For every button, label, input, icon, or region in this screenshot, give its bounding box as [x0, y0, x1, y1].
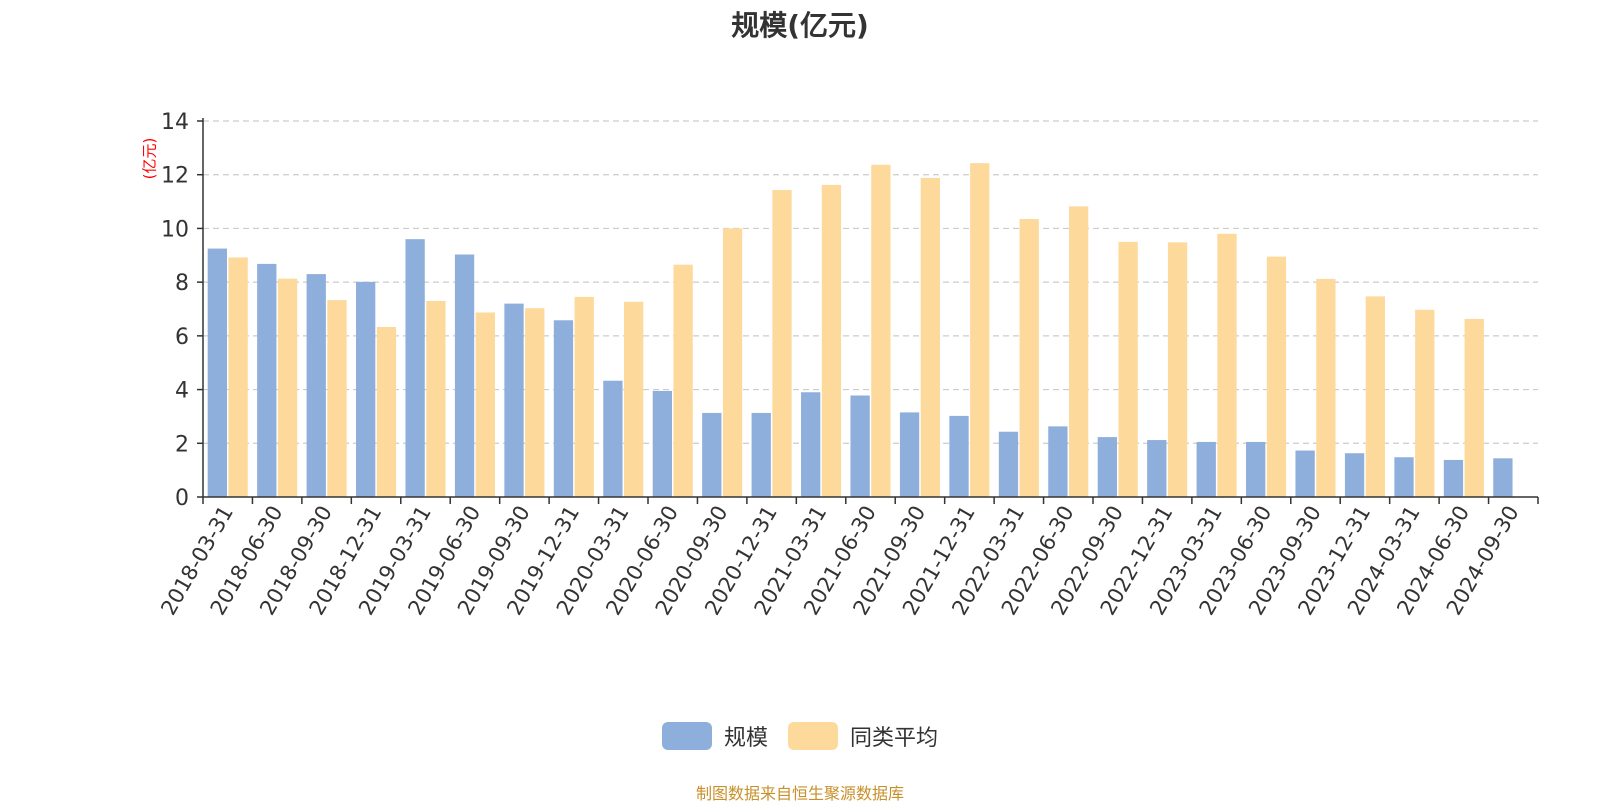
y-tick-label: 8	[175, 271, 189, 296]
bar-peer-avg	[1217, 233, 1237, 498]
legend-swatch-peer-avg	[788, 722, 838, 750]
bar-scale	[454, 254, 475, 497]
legend: 规模 同类平均	[0, 720, 1600, 752]
bar-peer-avg	[475, 312, 495, 497]
bar-peer-avg	[871, 164, 891, 497]
bar-scale	[405, 239, 425, 497]
bar-peer-avg	[1167, 242, 1188, 497]
bar-peer-avg	[1464, 318, 1484, 497]
y-tick-label: 12	[161, 164, 189, 189]
bar-scale	[1147, 440, 1167, 497]
legend-swatch-scale	[661, 722, 712, 750]
chart-title: 规模(亿元)	[731, 9, 869, 42]
y-tick-label: 6	[175, 325, 189, 350]
bar-scale	[899, 412, 920, 497]
bar-peer-avg	[920, 177, 940, 498]
legend-label-peer-avg: 同类平均	[850, 726, 939, 751]
bar-peer-avg	[624, 301, 644, 497]
bar-peer-avg	[426, 300, 446, 497]
legend-item-scale[interactable]: 规模	[661, 720, 768, 752]
bar-peer-avg	[1069, 206, 1089, 498]
legend-label-scale: 规模	[723, 726, 768, 751]
bar-scale	[801, 392, 821, 497]
bar-scale	[1048, 426, 1068, 497]
bar-scale	[306, 274, 326, 497]
bar-scale	[603, 380, 623, 497]
bar-peer-avg	[821, 184, 842, 498]
source-note: 制图数据来自恒生聚源数据库	[695, 784, 904, 803]
bar-scale	[702, 412, 722, 497]
bar-scale	[1394, 457, 1414, 497]
bar-scale	[1196, 441, 1216, 497]
bar-chart: 024681012142018-03-312018-06-302018-09-3…	[156, 110, 1539, 619]
y-tick-label: 2	[175, 432, 189, 457]
bar-peer-avg	[574, 296, 594, 497]
bar-scale	[257, 263, 277, 497]
bar-scale	[1097, 437, 1117, 497]
bar-peer-avg	[1316, 278, 1336, 497]
bar-scale	[356, 281, 376, 497]
bar-peer-avg	[772, 190, 792, 497]
bar-scale	[1493, 458, 1513, 497]
bar-peer-avg	[228, 257, 248, 497]
bar-scale	[751, 412, 771, 497]
bar-peer-avg	[376, 326, 397, 497]
bar-scale	[207, 248, 227, 497]
bar-scale	[1443, 459, 1464, 497]
y-tick-label: 10	[161, 217, 189, 242]
bar-peer-avg	[1019, 219, 1039, 497]
y-tick-label: 0	[175, 486, 189, 511]
bar-scale	[850, 395, 870, 497]
bar-peer-avg	[1415, 309, 1435, 497]
y-tick-label: 4	[175, 379, 189, 404]
bar-scale	[949, 415, 969, 497]
bar-scale	[652, 390, 672, 497]
bar-scale	[504, 303, 524, 497]
legend-item-peer-avg[interactable]: 同类平均	[788, 720, 938, 752]
bar-scale	[1344, 453, 1365, 497]
bar-scale	[998, 431, 1019, 497]
bar-peer-avg	[1118, 241, 1138, 497]
bar-peer-avg	[970, 163, 990, 497]
bar-peer-avg	[722, 228, 743, 497]
bar-peer-avg	[1365, 296, 1385, 497]
bar-peer-avg	[277, 278, 298, 497]
y-tick-label: 14	[161, 110, 189, 135]
bar-scale	[1246, 441, 1266, 497]
bar-scale	[1295, 450, 1315, 497]
bar-peer-avg	[673, 264, 693, 497]
bar-scale	[553, 320, 574, 497]
bar-peer-avg	[525, 308, 545, 497]
bar-peer-avg	[1266, 256, 1287, 497]
bar-peer-avg	[327, 300, 347, 497]
